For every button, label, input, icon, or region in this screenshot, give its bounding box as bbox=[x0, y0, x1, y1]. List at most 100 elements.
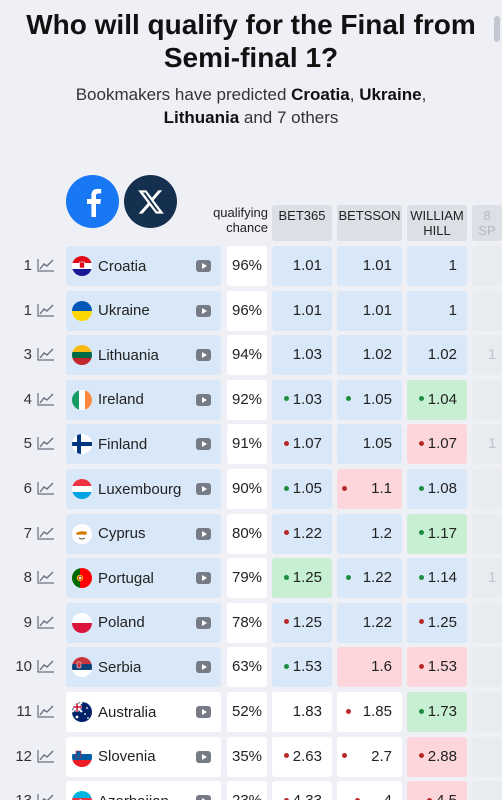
william-hill-odds[interactable]: 2.88 bbox=[407, 736, 467, 777]
bet365-odds[interactable]: 1.07 bbox=[272, 424, 332, 465]
country-cell[interactable]: Cyprus bbox=[66, 513, 221, 554]
bet365-odds[interactable]: 1.83 bbox=[272, 692, 332, 732]
bet365-odds[interactable]: 1.25 bbox=[272, 602, 332, 643]
country-cell[interactable]: Ireland bbox=[66, 379, 221, 420]
william-hill-odds[interactable]: 1.07 bbox=[407, 424, 467, 465]
betsson-odds[interactable]: 1.05 bbox=[337, 379, 402, 420]
william-hill-odds[interactable]: 1.02 bbox=[407, 335, 467, 376]
betsson-odds[interactable]: 1.05 bbox=[337, 424, 402, 465]
next-bookmaker-odds[interactable] bbox=[472, 692, 502, 732]
bet365-odds[interactable]: 4.33 bbox=[272, 781, 332, 800]
william-hill-odds[interactable]: 1.53 bbox=[407, 647, 467, 688]
video-play-icon[interactable] bbox=[196, 661, 211, 674]
betsson-odds[interactable]: 1.1 bbox=[337, 469, 402, 509]
bet365-odds[interactable]: 1.03 bbox=[272, 335, 332, 376]
trend-chart-icon[interactable] bbox=[37, 793, 55, 800]
video-play-icon[interactable] bbox=[196, 750, 211, 763]
bet365-odds[interactable]: 1.01 bbox=[272, 290, 332, 331]
x-share-button[interactable] bbox=[124, 175, 177, 228]
bet365-odds[interactable]: 1.53 bbox=[272, 647, 332, 688]
country-cell[interactable]: Portugal bbox=[66, 558, 221, 599]
william-hill-odds[interactable]: 1 bbox=[407, 290, 467, 331]
betsson-odds[interactable]: 1.01 bbox=[337, 290, 402, 331]
william-hill-odds[interactable]: 1.73 bbox=[407, 692, 467, 732]
next-bookmaker-odds[interactable] bbox=[472, 647, 502, 688]
william-hill-odds[interactable]: 4.5 bbox=[407, 781, 467, 800]
trend-chart-icon[interactable] bbox=[37, 749, 55, 768]
betsson-odds[interactable]: 4 bbox=[337, 781, 402, 800]
betsson-odds[interactable]: 1.22 bbox=[337, 602, 402, 643]
next-bookmaker-header[interactable]: 8 SP bbox=[472, 205, 502, 241]
bet365-header[interactable]: BET365 bbox=[272, 205, 332, 241]
trend-chart-icon[interactable] bbox=[37, 570, 55, 589]
country-name: Slovenia bbox=[98, 748, 156, 766]
trend-chart-icon[interactable] bbox=[37, 392, 55, 411]
bet365-odds[interactable]: 2.63 bbox=[272, 736, 332, 777]
video-play-icon[interactable] bbox=[196, 483, 211, 495]
betsson-odds[interactable]: 1.6 bbox=[337, 647, 402, 688]
country-cell[interactable]: Croatia bbox=[66, 246, 221, 286]
william-hill-odds[interactable]: 1.14 bbox=[407, 558, 467, 599]
trend-chart-icon[interactable] bbox=[37, 303, 55, 322]
video-play-icon[interactable] bbox=[196, 304, 211, 317]
next-bookmaker-odds[interactable] bbox=[472, 602, 502, 643]
next-bookmaker-odds[interactable] bbox=[472, 246, 502, 286]
trend-chart-icon[interactable] bbox=[37, 615, 55, 634]
facebook-share-button[interactable] bbox=[66, 175, 119, 228]
country-cell[interactable]: Slovenia bbox=[66, 736, 221, 777]
scrollbar-thumb[interactable] bbox=[494, 16, 500, 42]
william-hill-odds[interactable]: 1 bbox=[407, 246, 467, 286]
next-bookmaker-odds[interactable] bbox=[472, 781, 502, 800]
video-play-icon[interactable] bbox=[196, 438, 211, 451]
video-play-icon[interactable] bbox=[196, 527, 211, 540]
next-bookmaker-odds[interactable]: 1 bbox=[472, 335, 502, 376]
next-bookmaker-odds[interactable]: 1 bbox=[472, 424, 502, 465]
country-cell[interactable]: Lithuania bbox=[66, 335, 221, 376]
country-cell[interactable]: Ukraine bbox=[66, 290, 221, 331]
country-cell[interactable]: Poland bbox=[66, 602, 221, 643]
william-hill-odds[interactable]: 1.08 bbox=[407, 469, 467, 509]
next-bookmaker-odds[interactable] bbox=[472, 736, 502, 777]
betsson-odds[interactable]: 1.2 bbox=[337, 513, 402, 554]
trend-chart-icon[interactable] bbox=[37, 481, 55, 500]
video-play-icon[interactable] bbox=[196, 349, 211, 362]
william-hill-odds[interactable]: 1.04 bbox=[407, 379, 467, 420]
video-play-icon[interactable] bbox=[196, 795, 211, 800]
betsson-header[interactable]: BETSSON bbox=[337, 205, 402, 241]
trend-chart-icon[interactable] bbox=[37, 526, 55, 545]
video-play-icon[interactable] bbox=[196, 572, 211, 585]
bet365-odds[interactable]: 1.03 bbox=[272, 379, 332, 420]
video-play-icon[interactable] bbox=[196, 260, 211, 272]
odds-value: 1.22 bbox=[292, 524, 322, 542]
trend-chart-icon[interactable] bbox=[37, 659, 55, 678]
video-play-icon[interactable] bbox=[196, 393, 211, 406]
william-hill-header[interactable]: WILLIAM HILL bbox=[407, 205, 467, 241]
betsson-odds[interactable]: 1.02 bbox=[337, 335, 402, 376]
trend-chart-icon[interactable] bbox=[37, 347, 55, 366]
betsson-odds[interactable]: 1.22 bbox=[337, 558, 402, 599]
william-hill-odds[interactable]: 1.25 bbox=[407, 602, 467, 643]
bet365-odds[interactable]: 1.22 bbox=[272, 513, 332, 554]
country-cell[interactable]: Finland bbox=[66, 424, 221, 465]
trend-chart-icon[interactable] bbox=[37, 704, 55, 723]
country-cell[interactable]: Serbia bbox=[66, 647, 221, 688]
next-bookmaker-odds[interactable] bbox=[472, 290, 502, 331]
country-cell[interactable]: Australia bbox=[66, 692, 221, 732]
betsson-odds[interactable]: 1.85 bbox=[337, 692, 402, 732]
bet365-odds[interactable]: 1.01 bbox=[272, 246, 332, 286]
bet365-odds[interactable]: 1.05 bbox=[272, 469, 332, 509]
trend-chart-icon[interactable] bbox=[37, 436, 55, 455]
betsson-odds[interactable]: 1.01 bbox=[337, 246, 402, 286]
next-bookmaker-odds[interactable]: 1 bbox=[472, 558, 502, 599]
william-hill-odds[interactable]: 1.17 bbox=[407, 513, 467, 554]
country-cell[interactable]: Luxembourg bbox=[66, 469, 221, 509]
trend-chart-icon[interactable] bbox=[37, 258, 55, 277]
video-play-icon[interactable] bbox=[196, 616, 211, 629]
video-play-icon[interactable] bbox=[196, 706, 211, 718]
next-bookmaker-odds[interactable] bbox=[472, 469, 502, 509]
betsson-odds[interactable]: 2.7 bbox=[337, 736, 402, 777]
country-cell[interactable]: Azerbaijan bbox=[66, 781, 221, 800]
next-bookmaker-odds[interactable] bbox=[472, 379, 502, 420]
bet365-odds[interactable]: 1.25 bbox=[272, 558, 332, 599]
next-bookmaker-odds[interactable] bbox=[472, 513, 502, 554]
